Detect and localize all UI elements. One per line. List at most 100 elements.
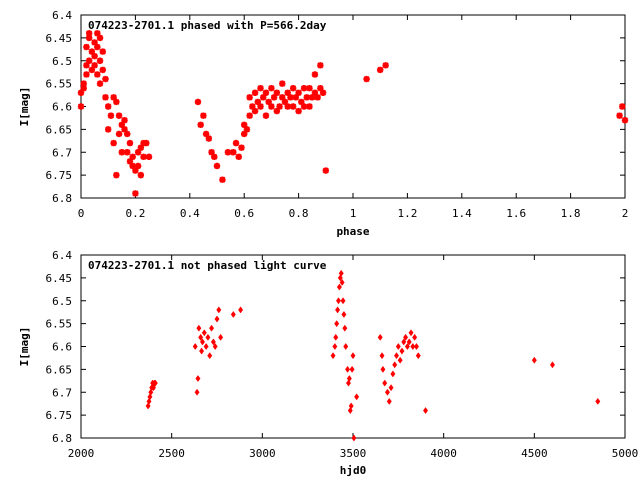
data-point [270,94,278,101]
data-point [298,98,305,106]
data-point [333,333,339,341]
data-point [276,103,283,110]
data-point [340,297,346,305]
data-point [415,352,421,360]
data-point [99,48,106,55]
x-axis-title: phase [336,225,369,238]
data-point [102,94,109,101]
data-point [341,310,347,318]
data-point [337,274,343,282]
y-tick-label: 6.4 [52,9,72,22]
data-point [145,153,153,161]
data-point [102,75,109,83]
x-axis-title: hjd0 [340,464,367,477]
y-tick-label: 6.65 [46,363,73,376]
data-point [199,347,205,355]
data-point [194,388,200,396]
data-point [107,112,115,119]
y-tick-label: 6.5 [52,55,72,68]
x-tick-label: 3000 [249,447,276,460]
data-point [224,149,232,156]
data-point [121,117,128,124]
data-point [85,34,93,42]
data-point [339,278,345,286]
data-point [129,162,136,170]
data-point [110,139,117,147]
y-tick-label: 6.45 [46,32,73,45]
data-point [238,144,245,151]
data-point [408,329,414,337]
data-point [311,71,319,78]
data-point [289,103,297,110]
y-tick-label: 6.75 [46,409,73,422]
y-tick-label: 6.7 [52,146,72,159]
data-point [88,48,96,55]
data-point [207,352,213,360]
data-point [322,167,329,174]
data-point [386,397,392,405]
x-tick-label: 1 [350,207,357,220]
data-point [200,112,207,119]
data-point [346,375,352,383]
data-point [284,103,291,110]
data-point [96,80,104,87]
y-tick-label: 6.8 [52,432,72,445]
data-point [412,333,418,341]
data-point [124,149,131,156]
data-point [404,342,410,351]
data-point [105,126,112,133]
data-point [350,352,356,360]
data-point [96,34,104,42]
data-point [531,356,537,364]
data-point [262,89,270,96]
data-point [246,112,253,119]
data-point [201,329,207,337]
data-point [330,352,336,360]
data-point [401,338,407,346]
data-point [134,162,142,170]
data-point [265,98,272,106]
data-point [196,324,202,332]
x-tick-label: 0.6 [234,207,254,220]
data-point [397,356,403,364]
data-point [77,89,85,96]
data-point [317,62,324,69]
data-point [208,149,215,156]
data-point [118,121,125,128]
data-point [273,107,281,115]
data-point [336,283,342,291]
y-axis-title: I[mag] [18,87,31,127]
data-point [83,62,90,69]
data-point [287,94,294,101]
data-point [279,94,286,101]
data-point [616,112,623,119]
data-point [354,393,360,401]
data-point [251,107,259,115]
data-point [295,107,302,115]
data-point [351,434,357,442]
data-point [284,89,291,96]
data-point [195,375,201,383]
data-point [423,407,429,415]
data-point [314,94,321,101]
data-point [126,139,134,147]
data-point [382,62,389,69]
data-point [85,30,93,37]
data-point [406,338,412,346]
data-point [94,43,101,51]
data-point [621,117,629,124]
data-point [105,103,112,110]
x-tick-label: 0.8 [289,207,309,220]
data-point [394,352,400,360]
x-tick-label: 1.8 [561,207,581,220]
data-point [413,342,419,351]
data-point [202,130,210,138]
data-point [619,103,626,110]
data-point [292,94,300,101]
panel-title: 074223-2701.1 phased with P=566.2day [88,19,327,32]
data-point [121,126,128,133]
data-point [140,153,147,161]
data-point [273,89,281,96]
data-point [241,121,248,128]
